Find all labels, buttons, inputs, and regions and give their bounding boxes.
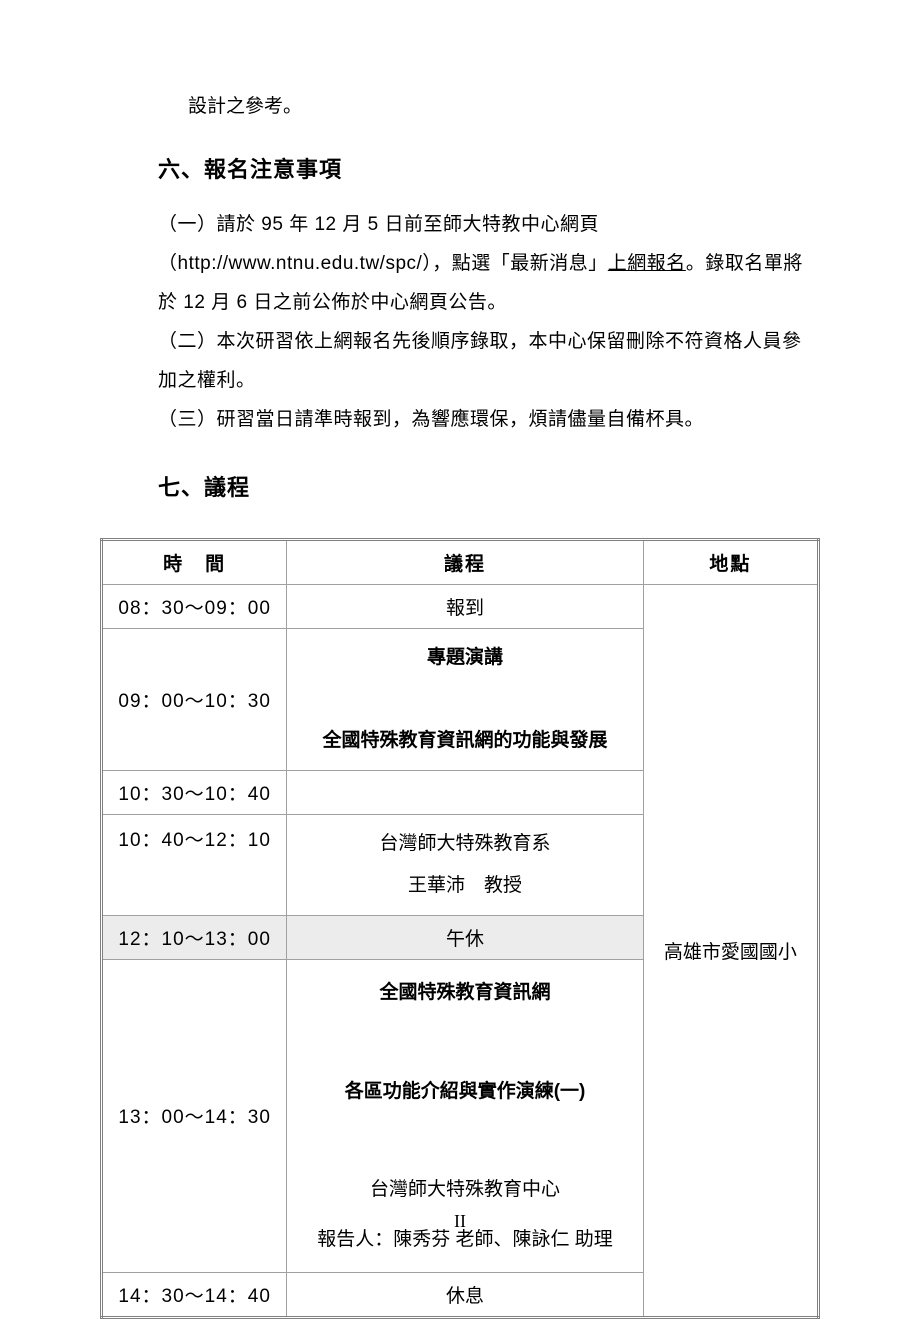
cell-agenda: 午休	[287, 915, 643, 959]
cell-time: 10：40～12：10	[102, 815, 287, 916]
agenda-line: 專題演講	[427, 647, 503, 668]
cell-time: 14：30～14：40	[102, 1273, 287, 1318]
agenda-line: 全國特殊教育資訊網的功能與發展	[323, 730, 608, 751]
intro-fragment: 設計之參考。	[188, 90, 820, 124]
page-content: 設計之參考。 六、報名注意事項 （一）請於 95 年 12 月 5 日前至師大特…	[0, 0, 920, 1319]
section-6-body: （一）請於 95 年 12 月 5 日前至師大特教中心網頁（http://www…	[158, 206, 810, 440]
agenda-line: 台灣師大特殊教育系	[380, 833, 551, 854]
page-number: II	[0, 1211, 920, 1232]
section-6-p1a: （一）請於 95 年 12 月 5 日前至師大特教中心網頁（http://www…	[158, 214, 608, 274]
cell-time: 12：10～13：00	[102, 915, 287, 959]
table-header-row: 時 間 議程 地點	[102, 539, 819, 584]
section-6-p3: （三）研習當日請準時報到，為響應環保，煩請儘量自備杯具。	[158, 409, 704, 430]
agenda-line: 各區功能介紹與實作演練(一)	[345, 1081, 586, 1102]
cell-location: 高雄市愛國國小	[643, 584, 818, 1317]
cell-time: 10：30～10：40	[102, 771, 287, 815]
cell-time: 08：30～09：00	[102, 584, 287, 628]
section-7-heading: 七、議程	[158, 470, 820, 502]
agenda-line: 王華沛 教授	[408, 875, 522, 896]
cell-agenda: 休息	[287, 1273, 643, 1318]
header-time: 時 間	[102, 539, 287, 584]
cell-agenda	[287, 771, 643, 815]
table-row: 08：30～09：00 報到 高雄市愛國國小	[102, 584, 819, 628]
agenda-line: 台灣師大特殊教育中心	[370, 1179, 560, 1200]
header-location: 地點	[643, 539, 818, 584]
schedule-table: 時 間 議程 地點 08：30～09：00 報到 高雄市愛國國小 09：00～1…	[100, 538, 820, 1319]
agenda-line: 全國特殊教育資訊網	[380, 982, 551, 1003]
cell-agenda: 台灣師大特殊教育系 王華沛 教授	[287, 815, 643, 916]
section-6-p2: （二）本次研習依上網報名先後順序錄取，本中心保留刪除不符資格人員參加之權利。	[158, 331, 802, 391]
cell-time: 09：00～10：30	[102, 628, 287, 770]
section-6-heading: 六、報名注意事項	[158, 152, 820, 184]
register-online-link[interactable]: 上網報名	[608, 253, 686, 274]
cell-agenda: 報到	[287, 584, 643, 628]
cell-agenda: 專題演講 全國特殊教育資訊網的功能與發展	[287, 628, 643, 770]
header-agenda: 議程	[287, 539, 643, 584]
